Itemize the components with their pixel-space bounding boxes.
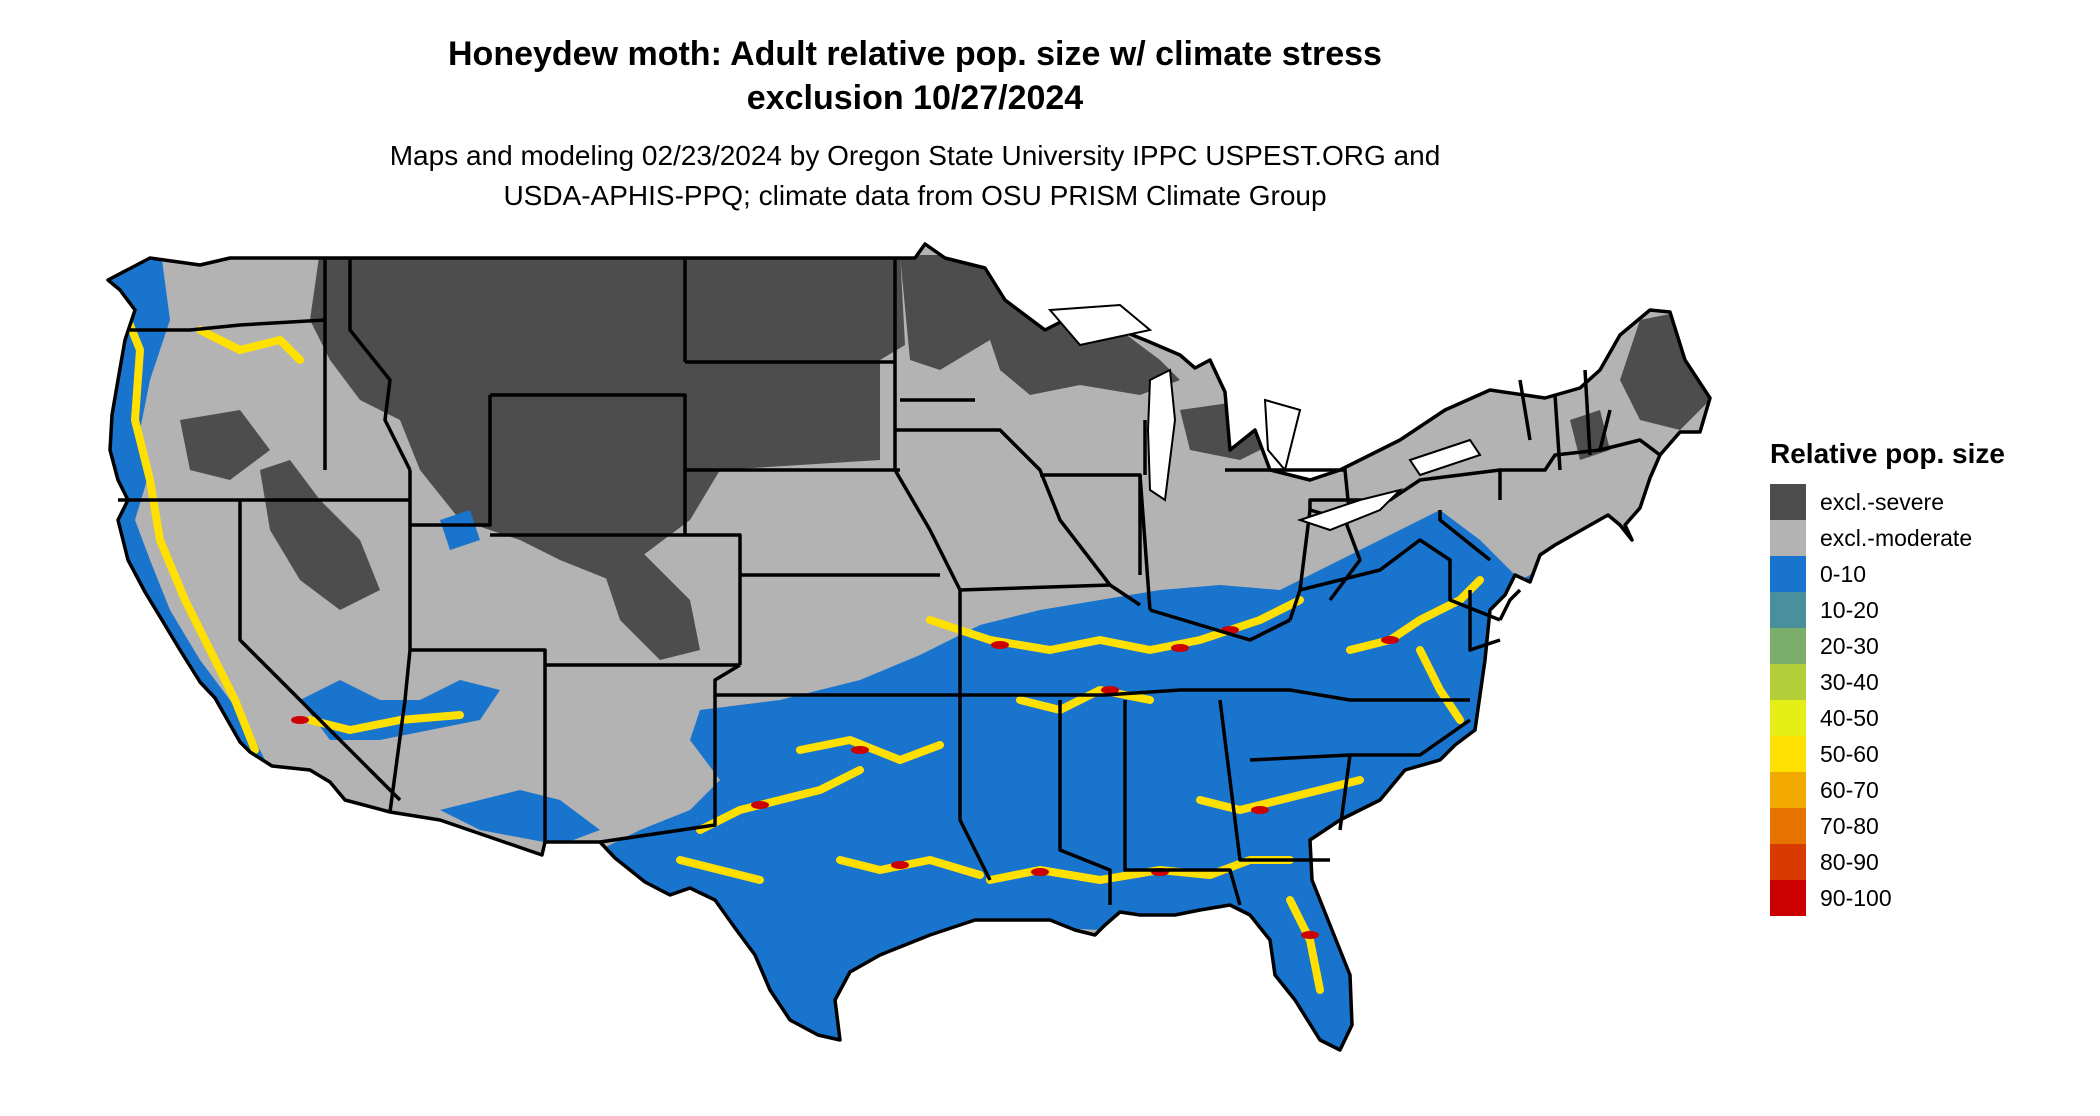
legend-label: 80-90 bbox=[1820, 848, 1879, 875]
us-map bbox=[106, 242, 1712, 1052]
suitable-high-spots bbox=[291, 626, 1399, 939]
legend-item: 30-40 bbox=[1770, 664, 2005, 700]
legend-label: 20-30 bbox=[1820, 632, 1879, 659]
map-fill-layer bbox=[108, 244, 1710, 1050]
legend-swatch bbox=[1770, 592, 1806, 628]
legend-label: 30-40 bbox=[1820, 668, 1879, 695]
high-suitability-spot bbox=[851, 746, 869, 754]
legend-swatch bbox=[1770, 700, 1806, 736]
legend-swatch bbox=[1770, 880, 1806, 916]
subtitle-line-2: USDA-APHIS-PPQ; climate data from OSU PR… bbox=[503, 180, 1327, 211]
legend-label: 40-50 bbox=[1820, 704, 1879, 731]
legend-swatch bbox=[1770, 736, 1806, 772]
legend-label: 90-100 bbox=[1820, 884, 1892, 911]
high-suitability-spot bbox=[751, 801, 769, 809]
legend-label: 60-70 bbox=[1820, 776, 1879, 803]
subtitle-line-1: Maps and modeling 02/23/2024 by Oregon S… bbox=[389, 140, 1441, 171]
legend-items: excl.-severe excl.-moderate 0-10 10-20 20-30… bbox=[1770, 484, 2005, 916]
map-title: Honeydew moth: Adult relative pop. size … bbox=[0, 32, 1830, 120]
high-suitability-spot bbox=[1251, 806, 1269, 814]
legend-item: 70-80 bbox=[1770, 808, 2005, 844]
high-suitability-spot bbox=[291, 716, 309, 724]
legend-item: 20-30 bbox=[1770, 628, 2005, 664]
legend: Relative pop. size excl.-severe excl.-mod… bbox=[1770, 438, 2005, 916]
state-borders bbox=[118, 258, 1662, 906]
legend-swatch bbox=[1770, 520, 1806, 556]
legend-item: 90-100 bbox=[1770, 880, 2005, 916]
legend-swatch bbox=[1770, 772, 1806, 808]
legend-title: Relative pop. size bbox=[1770, 438, 2005, 469]
legend-swatch bbox=[1770, 628, 1806, 664]
legend-label: excl.-moderate bbox=[1820, 524, 1973, 551]
legend-item: 50-60 bbox=[1770, 736, 2005, 772]
legend-swatch bbox=[1770, 808, 1806, 844]
legend-label: excl.-severe bbox=[1820, 488, 1944, 515]
high-suitability-spot bbox=[1381, 636, 1399, 644]
legend-item: 80-90 bbox=[1770, 844, 2005, 880]
title-line-2: exclusion 10/27/2024 bbox=[746, 79, 1084, 117]
legend-label: 50-60 bbox=[1820, 740, 1879, 767]
legend-item: excl.-severe bbox=[1770, 484, 2005, 520]
high-suitability-spot bbox=[991, 641, 1009, 649]
high-suitability-spot bbox=[1301, 931, 1319, 939]
legend-swatch bbox=[1770, 664, 1806, 700]
legend-label: 70-80 bbox=[1820, 812, 1879, 839]
legend-item: 10-20 bbox=[1770, 592, 2005, 628]
legend-swatch bbox=[1770, 844, 1806, 880]
legend-item: 0-10 bbox=[1770, 556, 2005, 592]
high-suitability-spot bbox=[1171, 644, 1189, 652]
legend-item: 40-50 bbox=[1770, 700, 2005, 736]
legend-label: 0-10 bbox=[1820, 560, 1867, 587]
legend-swatch bbox=[1770, 484, 1806, 520]
title-line-1: Honeydew moth: Adult relative pop. size … bbox=[448, 35, 1382, 73]
high-suitability-spot bbox=[1031, 868, 1049, 876]
legend-label: 10-20 bbox=[1820, 596, 1879, 623]
legend-item: excl.-moderate bbox=[1770, 520, 2005, 556]
us-outline bbox=[106, 242, 1712, 1052]
high-suitability-spot bbox=[891, 861, 909, 869]
high-suitability-spot bbox=[1101, 686, 1119, 694]
map-subtitle: Maps and modeling 02/23/2024 by Oregon S… bbox=[0, 136, 1830, 216]
great-lakes bbox=[1047, 303, 1482, 532]
legend-swatch bbox=[1770, 556, 1806, 592]
suitable-low-areas bbox=[108, 245, 1660, 1050]
legend-item: 60-70 bbox=[1770, 772, 2005, 808]
